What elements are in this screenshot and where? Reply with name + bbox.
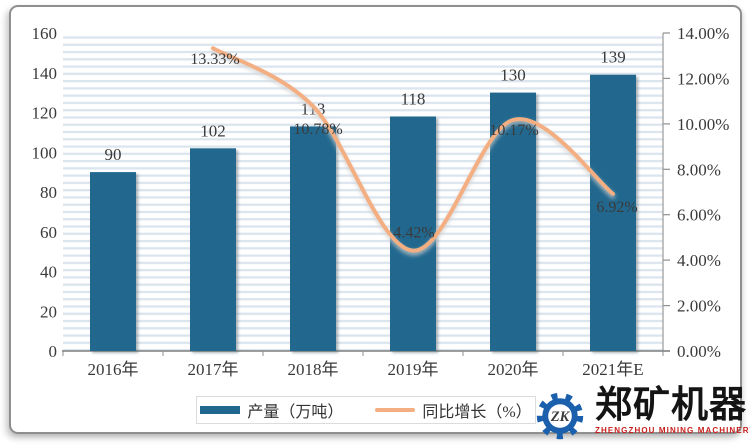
bar [390,116,436,351]
line-data-label: 10.17% [489,122,538,139]
gear-icon: ZK [536,392,584,440]
bar [90,172,136,351]
bar-value-label: 130 [500,66,526,85]
right-axis-tick-label: 6.00% [677,206,721,225]
growth-line [211,46,615,253]
x-axis-label: 2016年 [88,360,139,379]
right-axis-tick-label: 14.00% [677,24,729,43]
line-data-label: 4.42% [393,225,434,242]
left-axis-tick-label: 140 [32,64,58,83]
legend-line-swatch [375,408,416,412]
legend-item: 产量（万吨） [200,398,343,422]
bar-value-label: 90 [105,145,122,164]
x-axis-label: 2017年 [188,360,239,379]
x-axis-label: 2019年 [388,360,439,379]
legend-label: 同比增长（%） [422,404,532,421]
left-axis-tick-label: 160 [32,24,58,43]
bar [490,92,536,351]
line-data-label: 13.33% [190,51,239,68]
left-axis-tick-label: 100 [32,143,58,162]
x-axis-label: 2020年 [488,360,539,379]
right-axis-tick-label: 12.00% [677,69,729,88]
line-data-label: 10.78% [293,121,342,138]
legend-label: 产量（万吨） [247,404,344,421]
legend-item: 同比增长（%） [375,398,532,422]
right-axis-tick-label: 4.00% [677,251,721,270]
right-axis-tick-label: 8.00% [677,160,721,179]
bar [290,126,336,352]
line-data-label: 6.92% [596,199,637,216]
right-axis-tick-label: 0.00% [677,342,721,361]
logo-name: 郑矿机器 [595,384,747,425]
right-axis-tick-label: 2.00% [677,297,721,316]
bar-value-label: 118 [401,90,426,109]
legend-bar-swatch [200,406,241,414]
bar-value-label: 139 [600,48,626,67]
left-axis-tick-label: 60 [40,223,57,242]
left-axis-tick-label: 20 [40,302,57,321]
chart-legend: 产量（万吨） 同比增长（%） [196,396,536,424]
bar [190,148,236,351]
watermark-logo: ZK 郑矿机器 ZHENGZHOU MINING MACHINERY [533,384,750,443]
left-axis-tick-label: 120 [32,104,58,123]
x-axis-label: 2018年 [288,360,339,379]
x-axis-label: 2021年E [582,360,643,379]
logo-subtitle: ZHENGZHOU MINING MACHINERY [595,426,750,435]
left-axis-tick-label: 0 [49,342,58,361]
bar [590,74,636,351]
left-axis-tick-label: 80 [40,183,57,202]
right-axis-tick-label: 10.00% [677,115,729,134]
left-axis-tick-label: 40 [40,263,57,282]
logo-initials: ZK [550,409,571,425]
bar-value-label: 102 [200,121,226,140]
